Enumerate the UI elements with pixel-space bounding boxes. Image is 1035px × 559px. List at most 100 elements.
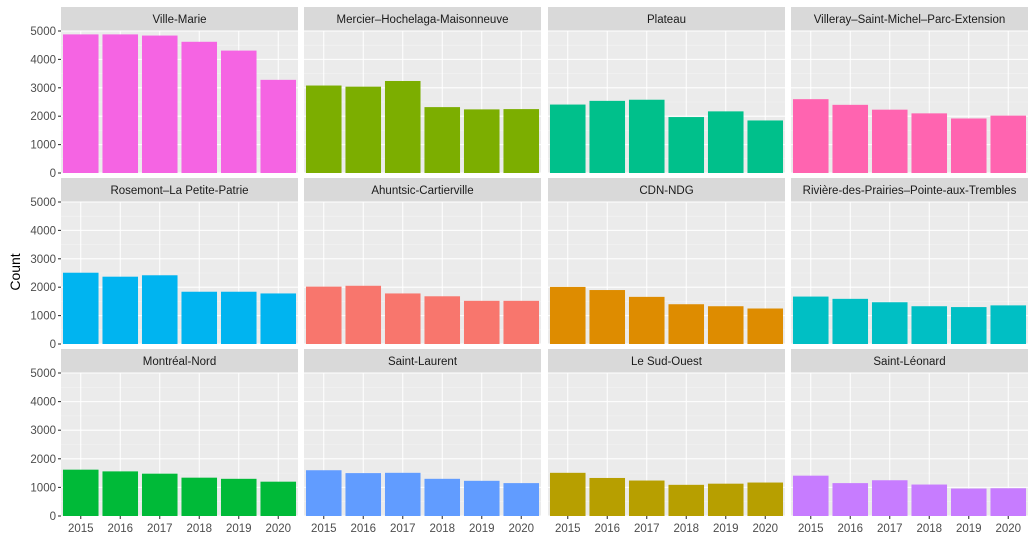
facet-title: Ahuntsic-Cartierville bbox=[371, 185, 473, 197]
bar-2020 bbox=[990, 488, 1027, 516]
y-tick-label: 0 bbox=[50, 339, 56, 351]
x-tick-label: 2016 bbox=[107, 523, 133, 535]
facet-title: Villeray–Saint-Michel–Parc-Extension bbox=[814, 14, 1006, 26]
bar-2018 bbox=[668, 484, 705, 516]
y-tick-label: 1000 bbox=[30, 311, 56, 323]
facet-title: Saint-Laurent bbox=[388, 356, 458, 368]
bar-2017 bbox=[628, 99, 665, 173]
facet-panel: Ahuntsic-Cartierville bbox=[304, 178, 541, 345]
facet-strip bbox=[304, 178, 541, 202]
facet-title: CDN-NDG bbox=[639, 185, 693, 197]
bar-2019 bbox=[950, 307, 987, 344]
bar-2016 bbox=[832, 104, 869, 173]
bar-2018 bbox=[424, 107, 461, 173]
x-tick-label: 2015 bbox=[555, 523, 581, 535]
bar-2020 bbox=[503, 109, 540, 173]
bar-2019 bbox=[220, 478, 257, 516]
bar-2020 bbox=[747, 120, 784, 173]
facet-panel: Saint-Laurent 2015 2016 2017 2018 2019 2020 bbox=[304, 349, 541, 535]
bar-2017 bbox=[384, 293, 421, 344]
facet-title: Le Sud-Ouest bbox=[631, 356, 703, 368]
facet-panels: Ville-Marie 0 1000 2000 3000 4000 5000 Mercier–… bbox=[30, 7, 1028, 535]
bar-2020 bbox=[747, 482, 784, 516]
bar-2015 bbox=[62, 34, 99, 173]
bar-2016 bbox=[102, 34, 139, 173]
facet-strip bbox=[548, 7, 785, 31]
bar-2017 bbox=[871, 302, 908, 344]
x-tick-label: 2019 bbox=[226, 523, 252, 535]
bar-2020 bbox=[990, 305, 1027, 344]
bar-2015 bbox=[792, 99, 829, 173]
bar-2020 bbox=[503, 483, 540, 516]
bar-2017 bbox=[871, 480, 908, 516]
bar-2019 bbox=[707, 306, 744, 344]
bar-2019 bbox=[463, 480, 500, 516]
x-tick-label: 2019 bbox=[469, 523, 495, 535]
bar-2017 bbox=[628, 480, 665, 516]
bar-2020 bbox=[260, 481, 297, 516]
facet-panel: Saint-Léonard 2015 2016 2017 2018 2019 2020 bbox=[791, 349, 1028, 535]
bar-2015 bbox=[62, 469, 99, 516]
facet-strip bbox=[548, 178, 785, 202]
x-tick-label: 2020 bbox=[265, 523, 291, 535]
facet-title: Ville-Marie bbox=[152, 14, 206, 26]
facet-panel: Montréal-Nord 0 1000 2000 3000 4000 5000 2015 20… bbox=[30, 349, 298, 535]
x-tick-label: 2015 bbox=[798, 523, 824, 535]
bar-2015 bbox=[792, 296, 829, 344]
y-tick-label: 1000 bbox=[30, 140, 56, 152]
bar-2016 bbox=[589, 100, 626, 173]
x-tick-label: 2016 bbox=[594, 523, 620, 535]
x-tick-label: 2019 bbox=[713, 523, 739, 535]
x-tick-label: 2017 bbox=[147, 523, 173, 535]
bar-2020 bbox=[260, 79, 297, 173]
bar-2017 bbox=[384, 472, 421, 516]
facet-strip bbox=[61, 7, 298, 31]
bar-2016 bbox=[345, 473, 382, 516]
y-tick-label: 3000 bbox=[30, 83, 56, 95]
bar-2019 bbox=[950, 488, 987, 516]
bar-2019 bbox=[950, 118, 987, 173]
facet-strip bbox=[791, 178, 1028, 202]
bar-2018 bbox=[911, 484, 948, 516]
bar-2019 bbox=[463, 109, 500, 173]
bar-2019 bbox=[220, 291, 257, 344]
x-tick-label: 2018 bbox=[186, 523, 212, 535]
facet-title: Rivière-des-Prairies–Pointe-aux-Trembles bbox=[803, 185, 1017, 197]
x-tick-label: 2020 bbox=[995, 523, 1021, 535]
facet-strip bbox=[791, 7, 1028, 31]
x-tick-label: 2020 bbox=[508, 523, 534, 535]
facet-strip bbox=[61, 349, 298, 373]
y-tick-label: 5000 bbox=[30, 197, 56, 209]
bar-2016 bbox=[345, 285, 382, 344]
bar-2015 bbox=[305, 470, 342, 516]
facet-strip bbox=[791, 349, 1028, 373]
y-tick-label: 4000 bbox=[30, 397, 56, 409]
x-tick-label: 2017 bbox=[634, 523, 660, 535]
bar-2018 bbox=[181, 477, 218, 516]
facet-panel: Le Sud-Ouest 2015 2016 2017 2018 2019 2020 bbox=[548, 349, 785, 535]
bar-2017 bbox=[628, 296, 665, 344]
bar-2018 bbox=[668, 117, 705, 173]
y-tick-label: 0 bbox=[50, 511, 56, 523]
x-tick-label: 2017 bbox=[877, 523, 903, 535]
bar-2016 bbox=[832, 483, 869, 516]
x-tick-label: 2017 bbox=[390, 523, 416, 535]
bar-2018 bbox=[424, 296, 461, 344]
facet-title: Mercier–Hochelaga-Maisonneuve bbox=[337, 14, 509, 26]
bar-2019 bbox=[463, 300, 500, 344]
facet-panel: CDN-NDG bbox=[548, 178, 785, 345]
facet-strip bbox=[61, 178, 298, 202]
bar-2015 bbox=[549, 286, 586, 344]
x-tick-label: 2020 bbox=[752, 523, 778, 535]
facet-panel: Mercier–Hochelaga-Maisonneuve bbox=[304, 7, 541, 174]
x-tick-label: 2015 bbox=[68, 523, 94, 535]
bar-2019 bbox=[220, 50, 257, 173]
bar-2017 bbox=[141, 275, 178, 344]
y-tick-label: 0 bbox=[50, 168, 56, 180]
bar-2016 bbox=[102, 276, 139, 344]
y-tick-label: 4000 bbox=[30, 225, 56, 237]
bar-2017 bbox=[141, 473, 178, 516]
bar-2018 bbox=[911, 306, 948, 344]
y-tick-label: 3000 bbox=[30, 254, 56, 266]
